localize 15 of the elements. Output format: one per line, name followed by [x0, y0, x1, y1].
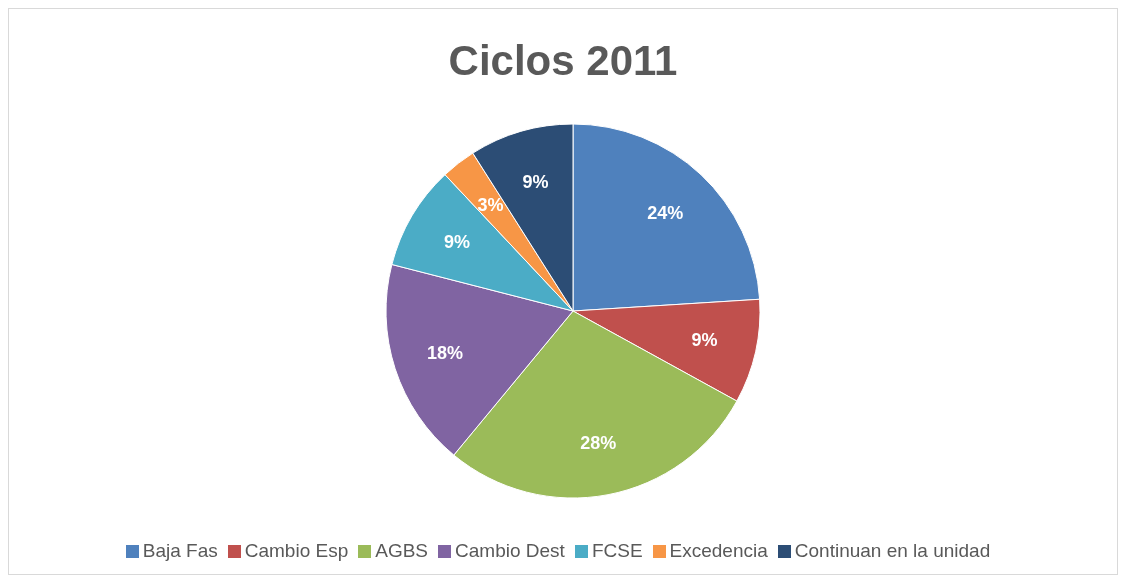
data-label: 9%	[691, 330, 718, 351]
data-label: 28%	[580, 433, 617, 454]
data-label: 3%	[477, 194, 504, 215]
data-label: 9%	[444, 232, 471, 253]
chart-title: Ciclos 2011	[447, 37, 679, 85]
legend-label: Cambio Esp	[244, 540, 349, 561]
legend-label: Continuan en la unidad	[794, 540, 991, 561]
data-label: 24%	[647, 202, 684, 223]
legend-label: Excedencia	[669, 540, 768, 561]
legend-label: FCSE	[591, 540, 643, 561]
legend-label: Baja Fas	[142, 540, 218, 561]
data-label: 9%	[522, 171, 549, 192]
data-label: 18%	[426, 342, 463, 363]
legend-label: AGBS	[375, 540, 429, 561]
legend-label: Cambio Dest	[455, 540, 565, 561]
